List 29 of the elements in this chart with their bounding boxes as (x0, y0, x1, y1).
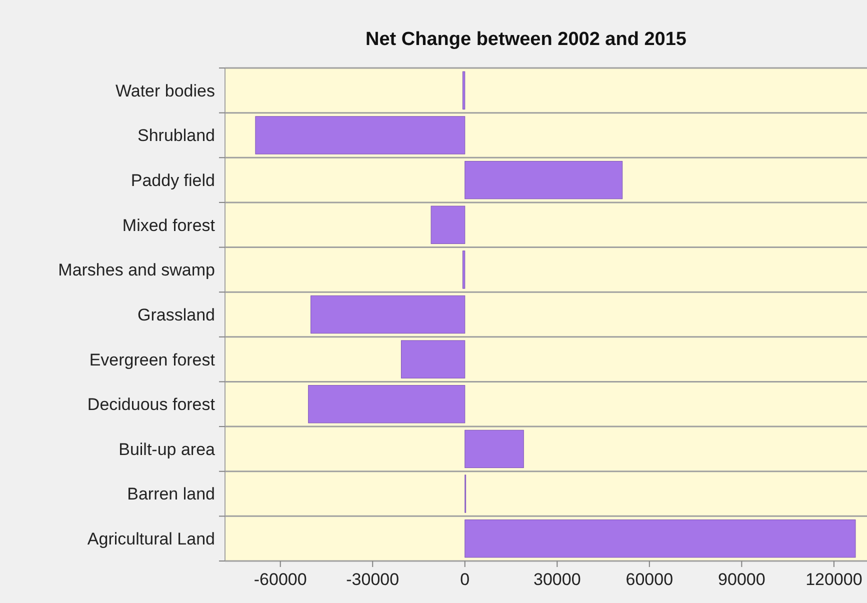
y-tick-label: Grassland (138, 305, 215, 324)
y-tick-label: Evergreen forest (89, 350, 216, 370)
y-tick-label: Agricultural Land (87, 530, 215, 549)
y-tick-label: Shrubland (137, 126, 215, 146)
x-tick-label: 90000 (718, 570, 766, 589)
bar (430, 206, 466, 244)
y-tick-label: Deciduous forest (87, 395, 216, 414)
bar (464, 520, 856, 558)
x-tick-label: 120000 (806, 570, 862, 589)
bar (464, 430, 524, 468)
x-tick-label: -60000 (254, 570, 307, 589)
bar (462, 250, 466, 289)
bar (464, 160, 623, 200)
y-tick-label: Paddy field (130, 170, 215, 190)
bar (462, 71, 466, 110)
y-tick-label: Mixed forest (122, 216, 216, 235)
y-tick-label: Built-up area (118, 440, 216, 459)
x-tick-label: -30000 (346, 570, 400, 589)
y-tick-label: Barren land (127, 484, 215, 504)
bar (310, 295, 466, 334)
x-tick-label: 60000 (626, 570, 674, 589)
bar (255, 116, 466, 154)
x-tick-label: 30000 (534, 570, 581, 589)
bar (308, 385, 466, 424)
x-tick-label: 0 (460, 570, 470, 589)
y-tick-label: Marshes and swamp (58, 260, 215, 280)
bar (400, 340, 466, 378)
chart-title: Net Change between 2002 and 2015 (365, 29, 687, 50)
y-tick-label: Water bodies (115, 81, 215, 100)
